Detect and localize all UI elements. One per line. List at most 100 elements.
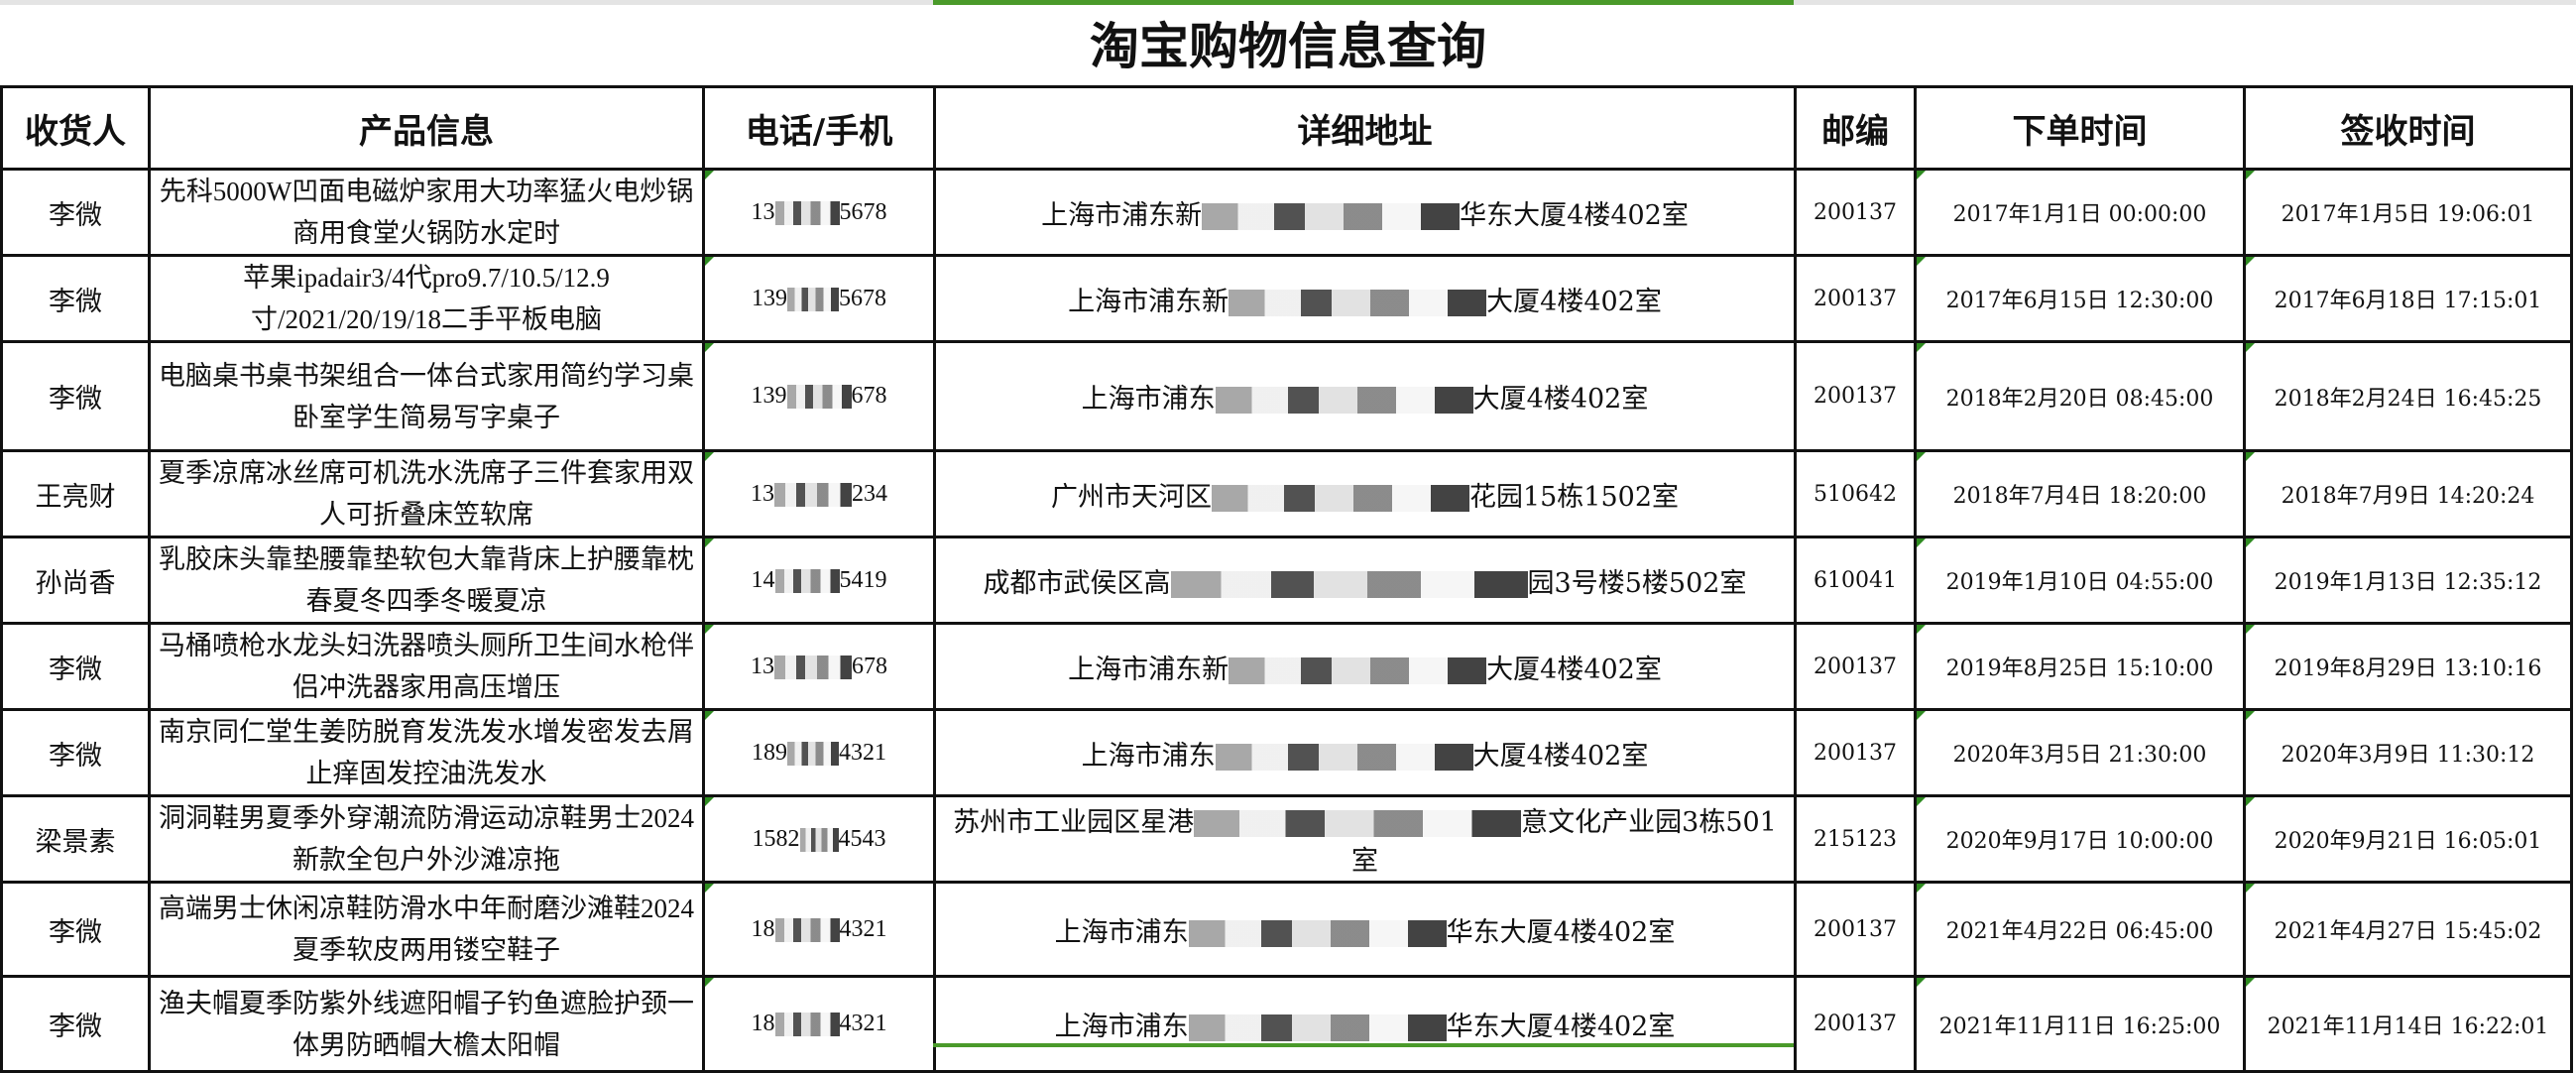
product-cell[interactable]: 夏季凉席冰丝席可机洗水洗席子三件套家用双人可折叠床笠软席 — [148, 449, 705, 538]
order-time-cell[interactable]: 2018年7月4日 18:20:00 — [1914, 449, 2246, 538]
address-prefix: 成都市武侯区高 — [983, 567, 1171, 599]
phone-prefix: 13 — [751, 480, 774, 507]
address-cell[interactable]: 广州市天河区 花园15栋1502室 — [933, 449, 1797, 538]
redaction-mask — [1188, 1014, 1447, 1041]
product-cell[interactable]: 洞洞鞋男夏季外穿潮流防滑运动凉鞋男士2024新款全包户外沙滩凉拖 — [148, 794, 705, 884]
header-zip[interactable]: 邮编 — [1794, 85, 1917, 171]
header-product[interactable]: 产品信息 — [148, 85, 705, 171]
recipient-cell[interactable]: 李微 — [0, 975, 151, 1073]
order-time-cell[interactable]: 2021年4月22日 06:45:00 — [1914, 881, 2246, 978]
product-cell[interactable]: 乳胶床头靠垫腰靠垫软包大靠背床上护腰靠枕春夏冬四季冬暖夏凉 — [148, 536, 705, 625]
address-suffix: 意文化产业园3栋501室 — [1351, 807, 1777, 877]
phone-suffix: 678 — [852, 653, 887, 679]
redaction-mask — [1170, 570, 1528, 598]
order-time-cell[interactable]: 2017年1月1日 00:00:00 — [1914, 168, 2246, 257]
sign-time-cell[interactable]: 2020年3月9日 11:30:12 — [2243, 708, 2573, 797]
address-cell[interactable]: 上海市浦东新 华东大厦4楼402室 — [933, 168, 1797, 257]
redaction-mask — [774, 917, 840, 942]
header-recipient[interactable]: 收货人 — [0, 85, 151, 171]
phone-cell[interactable]: 18 4321 — [702, 975, 936, 1073]
recipient-cell[interactable]: 李微 — [0, 881, 151, 978]
sign-time-cell[interactable]: 2020年9月21日 16:05:01 — [2243, 794, 2573, 884]
redaction-mask — [774, 655, 852, 679]
sign-time-cell[interactable]: 2018年2月24日 16:45:25 — [2243, 340, 2573, 452]
zip-cell[interactable]: 200137 — [1794, 340, 1917, 452]
order-time-cell[interactable]: 2019年1月10日 04:55:00 — [1914, 536, 2246, 625]
recipient-cell[interactable]: 李微 — [0, 708, 151, 797]
table-row: 李微 南京同仁堂生姜防脱育发洗发水增发密发去屑止痒固发控油洗发水 189 4321 上海… — [0, 708, 2573, 797]
recipient-cell[interactable]: 梁景素 — [0, 794, 151, 884]
phone-prefix: 139 — [751, 383, 787, 409]
recipient-cell[interactable]: 孙尚香 — [0, 536, 151, 625]
phone-cell[interactable]: 18 4321 — [702, 881, 936, 978]
redaction-mask — [1215, 387, 1473, 414]
address-cell[interactable]: 上海市浦东新 大厦4楼402室 — [933, 254, 1797, 343]
product-cell[interactable]: 电脑桌书桌书架组合一体台式家用简约学习桌卧室学生简易写字桌子 — [148, 340, 705, 452]
recipient-cell[interactable]: 李微 — [0, 168, 151, 257]
phone-prefix: 18 — [751, 1011, 775, 1036]
order-time-cell[interactable]: 2020年9月17日 10:00:00 — [1914, 794, 2246, 884]
header-phone[interactable]: 电话/手机 — [702, 85, 936, 171]
address-prefix: 上海市浦东 — [1081, 384, 1216, 415]
product-cell[interactable]: 高端男士休闲凉鞋防滑水中年耐磨沙滩鞋2024夏季软皮两用镂空鞋子 — [148, 881, 705, 978]
recipient-cell[interactable]: 王亮财 — [0, 449, 151, 538]
header-order-time[interactable]: 下单时间 — [1914, 85, 2246, 171]
phone-cell[interactable]: 139 678 — [702, 340, 936, 452]
phone-cell[interactable]: 13 5678 — [702, 168, 936, 257]
sign-time-cell[interactable]: 2017年1月5日 19:06:01 — [2243, 168, 2573, 257]
order-time-cell[interactable]: 2019年8月25日 15:10:00 — [1914, 622, 2246, 711]
phone-prefix: 189 — [752, 739, 787, 766]
redaction-mask — [1229, 289, 1487, 316]
redaction-mask — [774, 482, 852, 507]
order-time-cell[interactable]: 2017年6月15日 12:30:00 — [1914, 254, 2246, 343]
address-suffix: 大厦4楼402室 — [1486, 286, 1662, 317]
table-row: 李微 电脑桌书桌书架组合一体台式家用简约学习桌卧室学生简易写字桌子 139 678 上海… — [0, 340, 2573, 452]
address-cell[interactable]: 上海市浦东 华东大厦4楼402室 — [933, 881, 1797, 978]
address-cell[interactable]: 上海市浦东 大厦4楼402室 — [933, 708, 1797, 797]
phone-cell[interactable]: 13 678 — [702, 622, 936, 711]
sign-time-cell[interactable]: 2019年1月13日 12:35:12 — [2243, 536, 2573, 625]
product-cell[interactable]: 苹果ipadair3/4代pro9.7/10.5/12.9寸/2021/20/1… — [148, 254, 705, 343]
order-time-cell[interactable]: 2018年2月20日 08:45:00 — [1914, 340, 2246, 452]
header-address[interactable]: 详细地址 — [933, 85, 1797, 171]
selected-column-indicator — [933, 0, 1794, 5]
address-cell[interactable]: 上海市浦东新 大厦4楼402室 — [933, 622, 1797, 711]
recipient-cell[interactable]: 李微 — [0, 622, 151, 711]
recipient-cell[interactable]: 李微 — [0, 340, 151, 452]
sign-time-cell[interactable]: 2021年11月14日 16:22:01 — [2243, 975, 2573, 1073]
zip-cell[interactable]: 200137 — [1794, 622, 1917, 711]
zip-cell[interactable]: 200137 — [1794, 254, 1917, 343]
product-cell[interactable]: 马桶喷枪水龙头妇洗器喷头厕所卫生间水枪伴侣冲洗器家用高压增压 — [148, 622, 705, 711]
sign-time-cell[interactable]: 2017年6月18日 17:15:01 — [2243, 254, 2573, 343]
address-prefix: 上海市浦东 — [1054, 916, 1189, 948]
zip-cell[interactable]: 215123 — [1794, 794, 1917, 884]
recipient-cell[interactable]: 李微 — [0, 254, 151, 343]
zip-cell[interactable]: 200137 — [1794, 168, 1917, 257]
phone-cell[interactable]: 13 234 — [702, 449, 936, 538]
phone-cell[interactable]: 139 5678 — [702, 254, 936, 343]
address-cell[interactable]: 苏州市工业园区星港 意文化产业园3栋501室 — [933, 794, 1797, 884]
phone-cell[interactable]: 189 4321 — [702, 708, 936, 797]
product-cell[interactable]: 先科5000W凹面电磁炉家用大功率猛火电炒锅商用食堂火锅防水定时 — [148, 168, 705, 257]
address-cell[interactable]: 成都市武侯区高 园3号楼5楼502室 — [933, 536, 1797, 625]
address-cell[interactable]: 上海市浦东 华东大厦4楼402室 — [933, 975, 1797, 1073]
sign-time-cell[interactable]: 2019年8月29日 13:10:16 — [2243, 622, 2573, 711]
order-time-cell[interactable]: 2021年11月11日 16:25:00 — [1914, 975, 2246, 1073]
phone-cell[interactable]: 14 5419 — [702, 536, 936, 625]
address-cell[interactable]: 上海市浦东 大厦4楼402室 — [933, 340, 1797, 452]
product-cell[interactable]: 南京同仁堂生姜防脱育发洗发水增发密发去屑止痒固发控油洗发水 — [148, 708, 705, 797]
sign-time-cell[interactable]: 2018年7月9日 14:20:24 — [2243, 449, 2573, 538]
phone-cell[interactable]: 1582 4543 — [702, 794, 936, 884]
zip-cell[interactable]: 200137 — [1794, 708, 1917, 797]
order-time-cell[interactable]: 2020年3月5日 21:30:00 — [1914, 708, 2246, 797]
redaction-mask — [786, 385, 852, 410]
table-row: 梁景素 洞洞鞋男夏季外穿潮流防滑运动凉鞋男士2024新款全包户外沙滩凉拖 1582 4… — [0, 794, 2573, 884]
product-cell[interactable]: 渔夫帽夏季防紫外线遮阳帽子钓鱼遮脸护颈一体男防晒帽大檐太阳帽 — [148, 975, 705, 1073]
redaction-mask — [799, 827, 839, 852]
zip-cell[interactable]: 610041 — [1794, 536, 1917, 625]
sign-time-cell[interactable]: 2021年4月27日 15:45:02 — [2243, 881, 2573, 978]
zip-cell[interactable]: 510642 — [1794, 449, 1917, 538]
zip-cell[interactable]: 200137 — [1794, 975, 1917, 1073]
zip-cell[interactable]: 200137 — [1794, 881, 1917, 978]
header-sign-time[interactable]: 签收时间 — [2243, 85, 2573, 171]
